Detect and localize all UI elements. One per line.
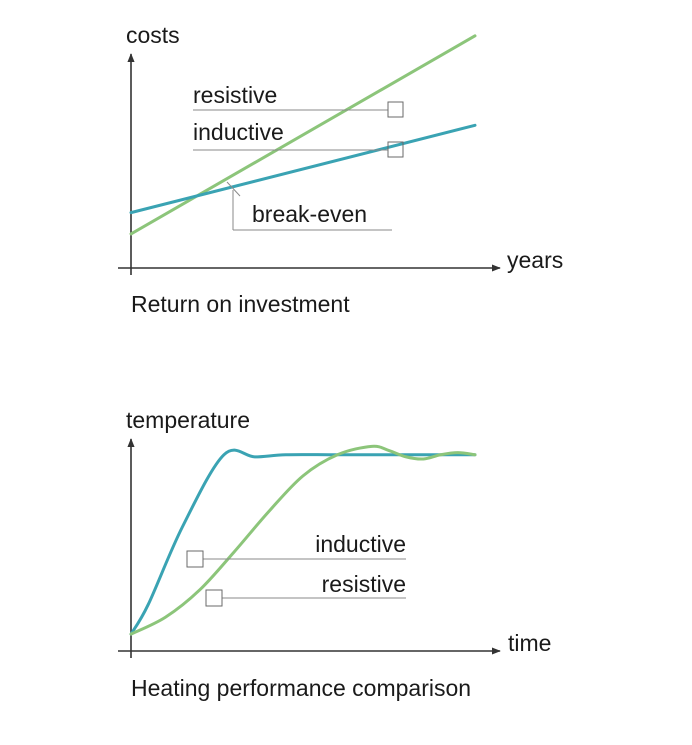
break-even-label: break-even: [252, 201, 367, 227]
heating-ylabel: temperature: [126, 407, 250, 433]
heating-inductive-label: inductive: [315, 531, 406, 557]
roi-inductive-line: [129, 123, 477, 215]
heating-chart: temperature time Heating performance com…: [118, 407, 551, 701]
roi-inductive-label: inductive: [193, 119, 284, 145]
roi-resistive-label: resistive: [193, 82, 277, 108]
heating-inductive-line: [129, 448, 477, 636]
roi-resistive-line: [129, 34, 477, 236]
heating-resistive-line: [129, 444, 477, 636]
roi-resistive-marker: [387, 101, 404, 118]
heating-resistive-marker: [205, 589, 223, 607]
heating-resistive-label: resistive: [322, 571, 406, 597]
break-even-tick: [226, 181, 241, 197]
roi-xlabel: years: [507, 247, 563, 273]
roi-title: Return on investment: [131, 291, 350, 317]
roi-chart: costs years Return on investment resisti…: [118, 22, 563, 317]
roi-inductive-marker: [387, 141, 404, 158]
heating-title: Heating performance comparison: [131, 675, 471, 701]
roi-ylabel: costs: [126, 22, 180, 48]
heating-xlabel: time: [508, 630, 551, 656]
heating-inductive-marker: [186, 550, 204, 568]
